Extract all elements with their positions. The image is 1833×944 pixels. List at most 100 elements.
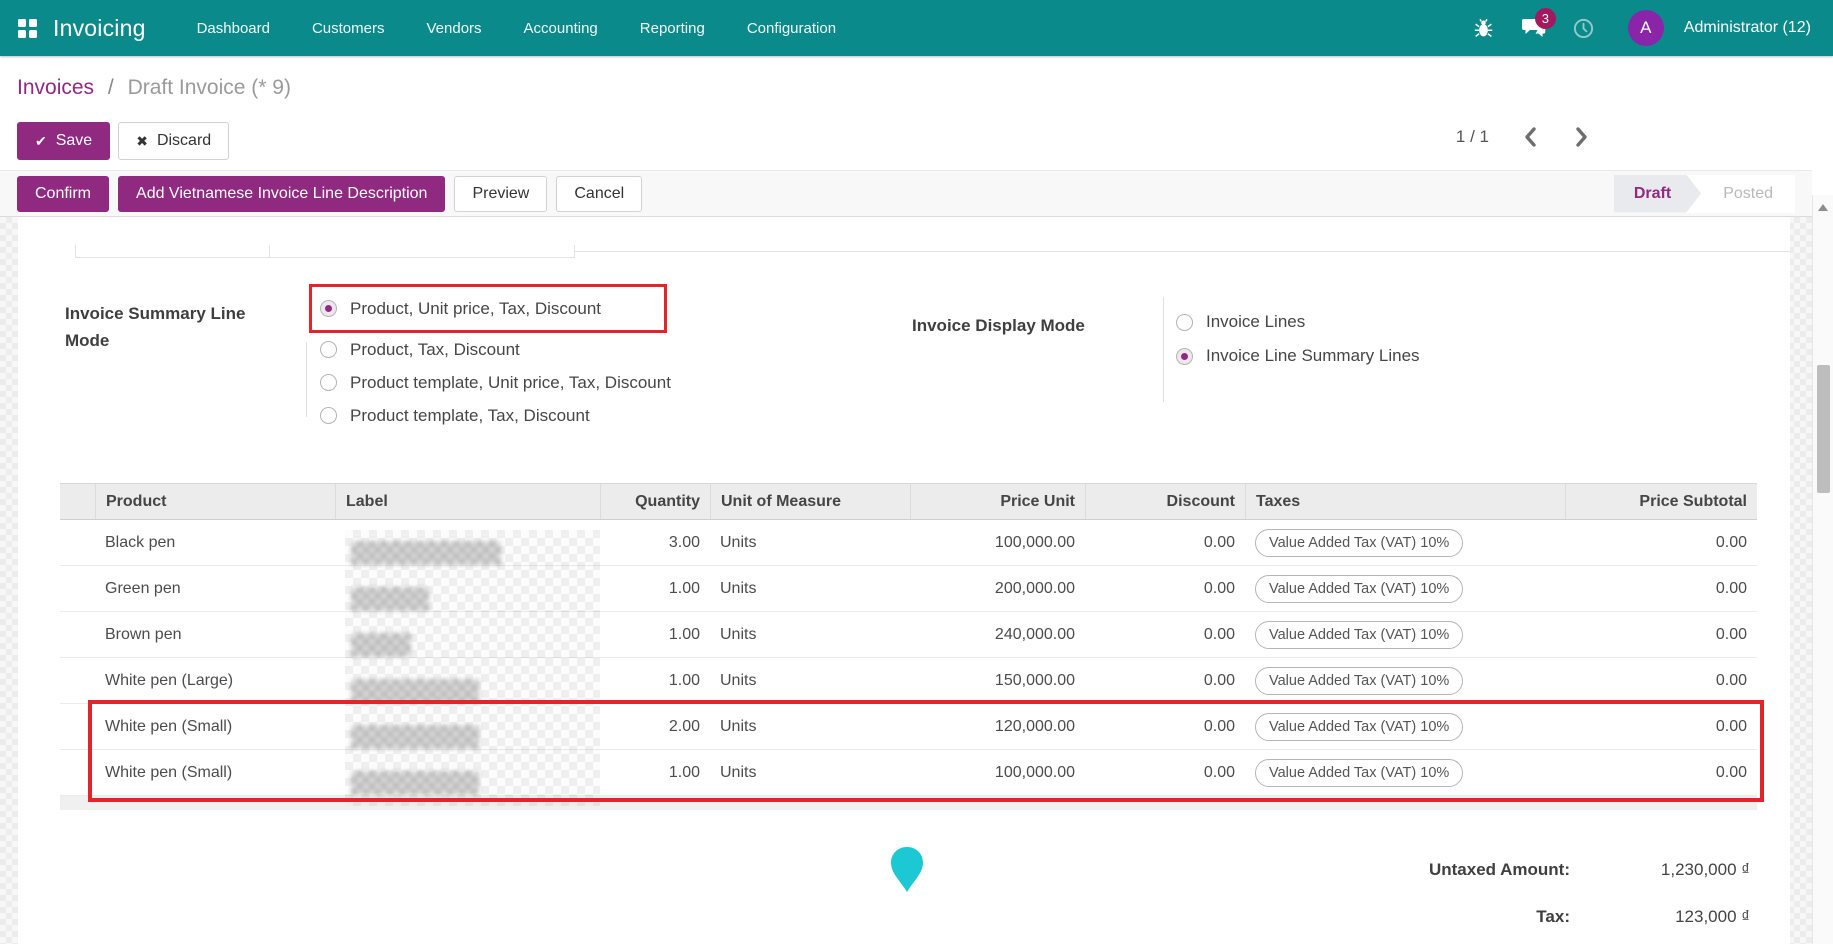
- invoice-line-row[interactable]: White pen (Large) 1.00 Units 150,000.00 0.00…: [60, 658, 1757, 704]
- scrollbar-up-arrow-icon[interactable]: [1818, 204, 1828, 211]
- cell-price-subtotal: 0.00: [1715, 626, 1747, 643]
- cell-quantity: 1.00: [668, 672, 700, 689]
- menu-item-vendors[interactable]: Vendors: [426, 19, 482, 37]
- cell-discount: 0.00: [1203, 764, 1235, 781]
- breadcrumb-current-record: Draft Invoice (* 9): [127, 76, 291, 99]
- radio-option[interactable]: Product, Tax, Discount: [320, 333, 671, 366]
- invoice-line-row[interactable]: Black pen 3.00 Units 100,000.00 0.00 Value Ad…: [60, 520, 1757, 566]
- cell-price-subtotal: 0.00: [1715, 718, 1747, 735]
- form-view-background: Invoice Summary Line Mode Product, Unit …: [0, 217, 1812, 944]
- debug-bug-icon[interactable]: [1464, 8, 1504, 48]
- untaxed-amount-value: 1,230,000 ₫: [1660, 860, 1750, 879]
- radio-option-label: Product, Tax, Discount: [350, 339, 520, 359]
- cell-price-unit: 240,000.00: [994, 626, 1075, 643]
- x-icon: ✖: [136, 132, 148, 149]
- tab-stub[interactable]: [75, 245, 270, 258]
- save-label: Save: [55, 132, 93, 149]
- tab-stub[interactable]: [270, 245, 575, 258]
- radio-option-label: Product template, Unit price, Tax, Disco…: [350, 372, 671, 392]
- messages-icon[interactable]: 3: [1514, 8, 1556, 48]
- cancel-button[interactable]: Cancel: [556, 175, 643, 212]
- apps-menu-icon[interactable]: [18, 18, 37, 38]
- menu-item-reporting[interactable]: Reporting: [639, 19, 705, 37]
- column-header-taxes: Taxes: [1245, 484, 1565, 519]
- pager-value: 1 / 1: [1455, 127, 1489, 146]
- tax-badge: Value Added Tax (VAT) 10%: [1255, 529, 1464, 557]
- notebook-tabs-partial: [75, 245, 1790, 258]
- column-header-product: Product: [95, 484, 335, 519]
- pager-next-button[interactable]: [1571, 123, 1593, 151]
- radio-button-icon: [1176, 347, 1193, 365]
- cell-label-redacted: [335, 520, 600, 565]
- cell-product: White pen (Small): [105, 764, 233, 781]
- cell-handle: [60, 612, 95, 657]
- column-header-price-subtotal: Price Subtotal: [1565, 484, 1757, 519]
- app-name-invoicing[interactable]: Invoicing: [53, 14, 146, 41]
- table-header: Product Label Quantity Unit of Measure Price…: [60, 483, 1757, 520]
- scrollbar-thumb[interactable]: [1817, 365, 1830, 493]
- invoice-line-row[interactable]: Brown pen 1.00 Units 240,000.00 0.00 Value Ad…: [60, 612, 1757, 658]
- activities-clock-icon[interactable]: [1564, 8, 1604, 48]
- chevron-right-icon: [1576, 127, 1587, 147]
- field-label-summary-line-mode: Invoice Summary Line Mode: [65, 304, 246, 350]
- invoice-line-row[interactable]: Green pen 1.00 Units 200,000.00 0.00 Value Ad…: [60, 566, 1757, 612]
- radio-option[interactable]: Invoice Line Summary Lines: [1176, 339, 1420, 373]
- cell-product: Brown pen: [105, 626, 182, 643]
- radio-option-label: Product template, Tax, Discount: [350, 405, 590, 425]
- column-header-discount: Discount: [1085, 484, 1245, 519]
- invoice-line-row[interactable]: White pen (Small) 2.00 Units 120,000.00 0.00…: [60, 704, 1757, 750]
- radio-option-label: Product, Unit price, Tax, Discount: [350, 298, 602, 318]
- vertical-scrollbar[interactable]: [1812, 195, 1833, 944]
- cell-taxes: Value Added Tax (VAT) 10%: [1245, 566, 1565, 611]
- message-count-badge: 3: [1534, 8, 1556, 29]
- preview-button[interactable]: Preview: [454, 175, 548, 212]
- touch-pointer-icon: [891, 847, 923, 892]
- clock-glyph: [1574, 18, 1594, 38]
- chevron-left-icon: [1525, 127, 1536, 147]
- user-avatar[interactable]: A: [1627, 10, 1664, 46]
- cell-quantity: 1.00: [668, 626, 700, 643]
- cell-price-subtotal: 0.00: [1715, 672, 1747, 689]
- cell-handle: [60, 704, 95, 749]
- cell-product: Green pen: [105, 580, 181, 597]
- radio-option[interactable]: Invoice Lines: [1176, 305, 1420, 339]
- save-button[interactable]: ✔ Save: [17, 122, 111, 160]
- radio-option[interactable]: Product template, Tax, Discount: [320, 399, 671, 432]
- pager-previous-button[interactable]: [1519, 123, 1541, 151]
- menu-item-configuration[interactable]: Configuration: [746, 19, 837, 37]
- menu-item-accounting[interactable]: Accounting: [523, 19, 598, 37]
- untaxed-amount-label: Untaxed Amount:: [1428, 860, 1570, 879]
- cell-label-redacted: [335, 750, 600, 795]
- add-vietnamese-description-button[interactable]: Add Vietnamese Invoice Line Description: [118, 175, 446, 212]
- column-header-label: Label: [335, 484, 600, 519]
- cell-label-redacted: [335, 658, 600, 703]
- menu-item-dashboard[interactable]: Dashboard: [196, 19, 270, 37]
- cell-taxes: Value Added Tax (VAT) 10%: [1245, 658, 1565, 703]
- cell-unit-of-measure: Units: [720, 718, 757, 735]
- state-posted[interactable]: Posted: [1723, 184, 1773, 202]
- radio-option[interactable]: Product, Unit price, Tax, Discount: [309, 284, 667, 333]
- cell-discount: 0.00: [1203, 672, 1235, 689]
- tax-badge: Value Added Tax (VAT) 10%: [1255, 759, 1464, 787]
- invoice-line-row[interactable]: White pen (Small) 1.00 Units 100,000.00 0.00…: [60, 750, 1757, 796]
- table-footer-strip: [60, 796, 1757, 810]
- cell-price-unit: 150,000.00: [994, 672, 1075, 689]
- bug-glyph: [1475, 18, 1493, 37]
- cell-discount: 0.00: [1203, 534, 1235, 551]
- cell-unit-of-measure: Units: [720, 580, 757, 597]
- radio-option[interactable]: Product template, Unit price, Tax, Disco…: [320, 366, 671, 399]
- user-menu[interactable]: Administrator (12): [1683, 19, 1811, 36]
- menu-item-customers[interactable]: Customers: [311, 19, 385, 37]
- check-icon: ✔: [35, 132, 47, 149]
- tax-value: 123,000 ₫: [1675, 907, 1750, 926]
- cell-price-subtotal: 0.00: [1715, 764, 1747, 781]
- discard-label: Discard: [156, 132, 212, 149]
- confirm-button[interactable]: Confirm: [17, 175, 110, 212]
- breadcrumb-invoices-link[interactable]: Invoices: [17, 76, 95, 99]
- cell-unit-of-measure: Units: [720, 672, 757, 689]
- summary-line-mode-radio-group: Product, Unit price, Tax, Discount Produc…: [309, 284, 671, 432]
- tax-row: Tax: 123,000 ₫: [1190, 902, 1750, 932]
- discard-button[interactable]: ✖ Discard: [118, 122, 230, 160]
- cell-product: Black pen: [105, 534, 176, 551]
- state-draft[interactable]: Draft: [1614, 175, 1701, 213]
